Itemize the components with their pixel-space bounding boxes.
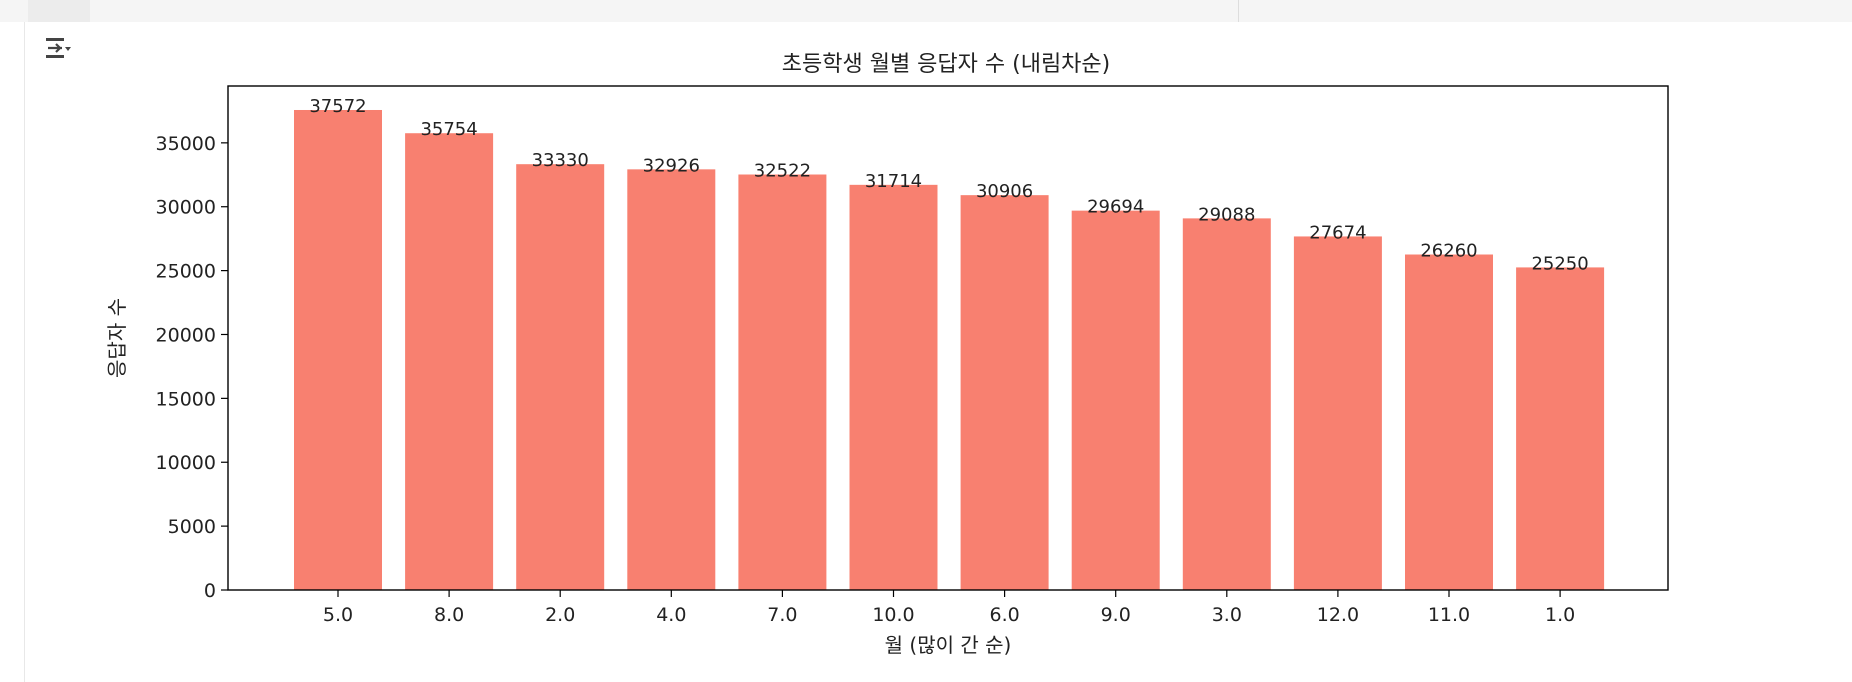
plot-frame	[227, 85, 1669, 591]
bar-value-label: 26260	[1420, 241, 1477, 262]
bar-value-label: 32926	[643, 155, 700, 176]
x-tick-label: 11.0	[1428, 604, 1470, 626]
bar-value-label: 32522	[754, 161, 811, 182]
x-tick-label: 9.0	[1101, 604, 1131, 626]
bar-value-label: 31714	[865, 171, 922, 192]
chart-title: 초등학생 월별 응답자 수 (내림차순)	[782, 52, 1111, 77]
toolbar-divider	[1238, 0, 1239, 22]
bar-value-label: 25250	[1531, 253, 1588, 274]
y-tick-label: 35000	[156, 133, 216, 155]
x-tick-label: 1.0	[1545, 604, 1575, 626]
notebook-toolbar-strip	[0, 0, 1852, 22]
y-tick-label: 15000	[156, 388, 216, 410]
bar	[738, 174, 827, 590]
bar-value-label: 35754	[420, 119, 477, 140]
x-tick-label: 3.0	[1212, 604, 1242, 626]
bar-value-label: 29088	[1198, 204, 1255, 225]
cell-gutter-header	[28, 0, 90, 22]
cell-gutter-line	[24, 22, 25, 682]
y-tick-label: 10000	[156, 452, 216, 474]
x-tick-label: 6.0	[989, 604, 1019, 626]
y-axis-label: 응답자 수	[105, 298, 129, 378]
bar	[516, 164, 605, 590]
bar	[849, 184, 938, 590]
output-collapse-icon[interactable]	[42, 34, 74, 62]
bar-value-label: 29694	[1087, 197, 1144, 218]
bar	[1516, 267, 1605, 590]
bar-value-label: 27674	[1309, 222, 1366, 243]
x-axis-label: 월 (많이 간 순)	[885, 633, 1012, 657]
bar	[1293, 236, 1382, 591]
bar	[1182, 218, 1271, 590]
bar-value-label: 30906	[976, 181, 1033, 202]
y-axis: 0 5000 10000 15000 20000 25000 30000 35000	[156, 133, 228, 602]
bar	[1071, 210, 1160, 590]
bar	[294, 109, 382, 590]
y-tick-label: 25000	[156, 261, 216, 283]
y-tick-label: 20000	[156, 324, 216, 346]
x-tick-label: 8.0	[434, 604, 464, 626]
bar	[405, 133, 494, 590]
x-tick-label: 12.0	[1317, 604, 1359, 626]
bar	[960, 195, 1049, 591]
x-tick-label: 4.0	[656, 604, 686, 626]
x-axis: 5.0 8.0 2.0 4.0 7.0 10.0 6.0 9.0 3.0 12.0 11.0 1.0	[323, 590, 1575, 626]
bar	[1405, 254, 1493, 590]
bar-labels-group: 37572 35754 33330 32926 32522 31714 30906 29694…	[309, 96, 1588, 274]
bar-value-label: 37572	[309, 96, 366, 117]
bar	[627, 169, 716, 590]
y-tick-label: 30000	[156, 197, 216, 219]
bars-group	[294, 109, 1605, 591]
y-tick-label: 0	[204, 580, 216, 602]
x-tick-label: 10.0	[872, 604, 914, 626]
x-tick-label: 5.0	[323, 604, 353, 626]
bar-value-label: 33330	[532, 150, 589, 171]
y-tick-label: 5000	[168, 516, 216, 538]
x-tick-label: 7.0	[767, 604, 797, 626]
x-tick-label: 2.0	[545, 604, 575, 626]
output-collapse-icon-glyph	[46, 38, 71, 58]
